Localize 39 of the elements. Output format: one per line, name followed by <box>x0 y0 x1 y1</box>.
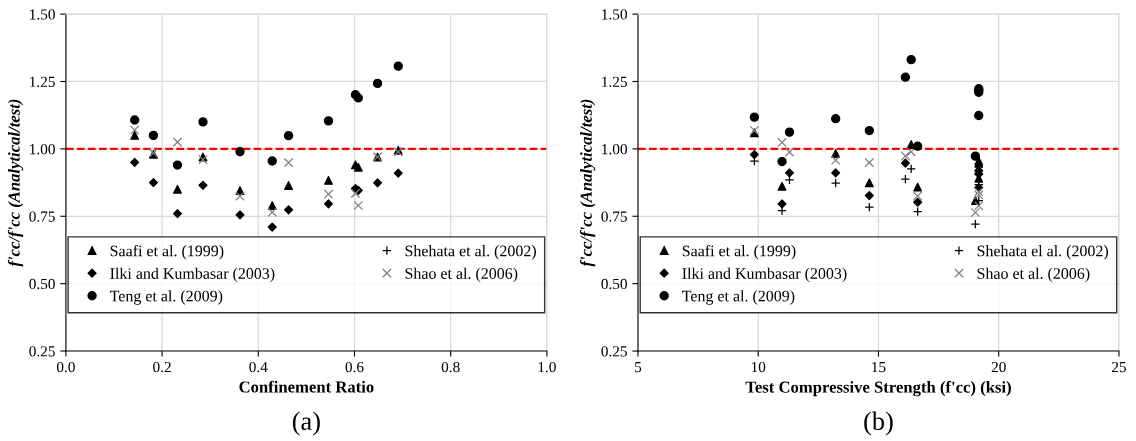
y-axis-title: f'cc/f'cc (Analytical/test) <box>7 99 24 267</box>
x-axis-title: Confinement Ratio <box>239 380 374 393</box>
legend-label: Shehata el al. (2002) <box>977 245 1109 260</box>
legend-label: Saafi et al. (1999) <box>682 244 796 260</box>
x-tick-label: 0.0 <box>56 361 75 373</box>
text: (a) <box>292 411 320 436</box>
y-tick-label: 0.75 <box>29 211 55 222</box>
legend-label: Ilki and Kumbasar (2003) <box>110 267 275 283</box>
y-tick-label: 0.25 <box>29 346 55 357</box>
x-tick-label: 0.2 <box>153 361 171 373</box>
x-tick-label: 5 <box>635 362 642 373</box>
x-tick-label: 0.8 <box>441 361 460 373</box>
y-tick-label: 1.00 <box>602 144 627 155</box>
y-tick-label: 0.75 <box>601 211 627 222</box>
legend-label: Teng et al. (2009) <box>682 290 795 305</box>
y-tick-label: 1.25 <box>30 76 55 88</box>
y-tick-label: 0.50 <box>29 278 55 290</box>
x-tick-label: 25 <box>1111 361 1126 373</box>
y-tick-label: 1.25 <box>602 76 627 88</box>
x-tick-label: 10 <box>751 361 766 373</box>
legend-label: Shao et al. (2006) <box>405 267 518 283</box>
legend-label: Saafi et al. (1999) <box>110 244 224 260</box>
x-tick-label: 0.6 <box>345 361 364 373</box>
legend-label: Shao et al. (2006) <box>977 267 1090 283</box>
y-axis-title: f'cc/f'cc (Analytical/test) <box>579 99 596 267</box>
text: (b) <box>864 411 893 436</box>
y-tick-label: 0.25 <box>601 346 627 357</box>
x-tick-label: 1.0 <box>538 361 556 373</box>
x-tick-label: 20 <box>991 361 1006 373</box>
y-tick-label: 1.50 <box>30 9 55 20</box>
x-tick-label: 0.4 <box>249 361 268 373</box>
y-tick-label: 0.50 <box>601 278 627 290</box>
x-axis-title: Test Compressive Strength (f'cc) (ksi) <box>745 380 1011 397</box>
x-tick-label: 15 <box>872 361 886 373</box>
legend-label: Ilki and Kumbasar (2003) <box>682 267 847 283</box>
y-tick-label: 1.50 <box>602 9 627 20</box>
legend-label: Teng et al. (2009) <box>109 290 223 305</box>
y-tick-label: 1.00 <box>30 144 55 155</box>
legend-label: Shehata et al. (2002) <box>405 245 536 260</box>
